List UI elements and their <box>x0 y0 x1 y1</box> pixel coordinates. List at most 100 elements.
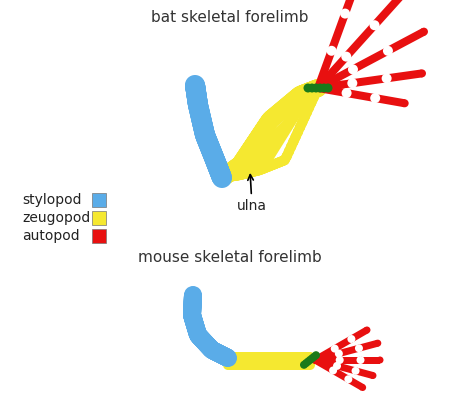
Circle shape <box>184 294 202 312</box>
Polygon shape <box>333 336 353 352</box>
Circle shape <box>204 342 222 360</box>
Polygon shape <box>317 84 347 97</box>
Polygon shape <box>247 135 264 148</box>
Polygon shape <box>207 159 225 167</box>
Circle shape <box>183 299 201 317</box>
Circle shape <box>249 166 259 177</box>
Circle shape <box>184 289 202 307</box>
Circle shape <box>208 158 228 178</box>
Polygon shape <box>247 168 251 178</box>
Circle shape <box>226 159 244 178</box>
Text: bat skeletal forelimb: bat skeletal forelimb <box>151 10 309 25</box>
Polygon shape <box>282 97 295 112</box>
Polygon shape <box>202 146 221 155</box>
Polygon shape <box>331 367 350 382</box>
Circle shape <box>302 108 312 117</box>
Circle shape <box>356 345 362 352</box>
Circle shape <box>216 167 234 185</box>
Polygon shape <box>223 349 232 366</box>
Polygon shape <box>233 156 250 169</box>
Polygon shape <box>214 345 223 362</box>
Polygon shape <box>328 12 349 52</box>
Circle shape <box>297 84 315 102</box>
Circle shape <box>184 294 202 312</box>
Polygon shape <box>205 154 224 163</box>
Circle shape <box>202 340 220 358</box>
Circle shape <box>189 326 207 344</box>
Circle shape <box>241 169 251 179</box>
Circle shape <box>185 75 205 95</box>
Circle shape <box>382 74 391 82</box>
Polygon shape <box>202 341 216 354</box>
Circle shape <box>254 122 272 140</box>
Polygon shape <box>253 126 270 139</box>
Circle shape <box>254 122 272 140</box>
Circle shape <box>370 21 378 29</box>
Circle shape <box>266 107 284 125</box>
Circle shape <box>205 151 225 171</box>
Circle shape <box>234 170 244 180</box>
Polygon shape <box>209 342 218 359</box>
Circle shape <box>278 156 288 166</box>
Polygon shape <box>231 171 234 181</box>
Polygon shape <box>259 164 265 174</box>
Circle shape <box>195 333 213 351</box>
Circle shape <box>264 108 282 126</box>
Polygon shape <box>299 85 306 103</box>
Circle shape <box>356 356 365 364</box>
Polygon shape <box>243 169 247 179</box>
Circle shape <box>220 164 238 182</box>
Circle shape <box>203 146 224 166</box>
Circle shape <box>203 144 223 164</box>
Circle shape <box>185 78 205 98</box>
Circle shape <box>203 146 224 166</box>
Circle shape <box>220 173 230 182</box>
Polygon shape <box>250 167 254 177</box>
Circle shape <box>185 315 203 333</box>
Circle shape <box>243 168 253 178</box>
Circle shape <box>193 114 212 134</box>
Polygon shape <box>220 348 230 365</box>
Circle shape <box>296 84 314 102</box>
Circle shape <box>314 84 322 92</box>
Circle shape <box>208 344 226 362</box>
Circle shape <box>212 346 230 364</box>
Circle shape <box>228 171 238 181</box>
Circle shape <box>212 167 232 187</box>
Circle shape <box>291 132 301 142</box>
Polygon shape <box>191 115 211 122</box>
Circle shape <box>189 324 207 342</box>
Circle shape <box>198 336 216 354</box>
Circle shape <box>257 164 268 174</box>
Polygon shape <box>314 49 335 90</box>
Polygon shape <box>293 125 305 134</box>
Circle shape <box>231 155 249 173</box>
Circle shape <box>242 140 260 158</box>
Circle shape <box>184 292 202 310</box>
Circle shape <box>200 338 218 356</box>
Circle shape <box>224 161 242 179</box>
Circle shape <box>183 305 201 323</box>
Circle shape <box>297 117 307 127</box>
Circle shape <box>189 325 207 343</box>
Circle shape <box>208 344 226 362</box>
Polygon shape <box>183 314 201 316</box>
Circle shape <box>183 302 201 320</box>
Circle shape <box>224 161 242 179</box>
Circle shape <box>186 83 206 103</box>
Polygon shape <box>305 101 316 110</box>
Polygon shape <box>284 95 297 111</box>
Circle shape <box>276 157 286 166</box>
Circle shape <box>229 157 247 175</box>
Circle shape <box>206 342 224 360</box>
Polygon shape <box>222 349 231 366</box>
Circle shape <box>233 171 243 180</box>
Circle shape <box>272 102 290 120</box>
Circle shape <box>225 160 243 178</box>
Circle shape <box>261 163 271 173</box>
Circle shape <box>306 98 316 108</box>
Polygon shape <box>189 330 207 337</box>
Circle shape <box>207 343 225 361</box>
Polygon shape <box>189 329 206 335</box>
Polygon shape <box>358 340 379 352</box>
